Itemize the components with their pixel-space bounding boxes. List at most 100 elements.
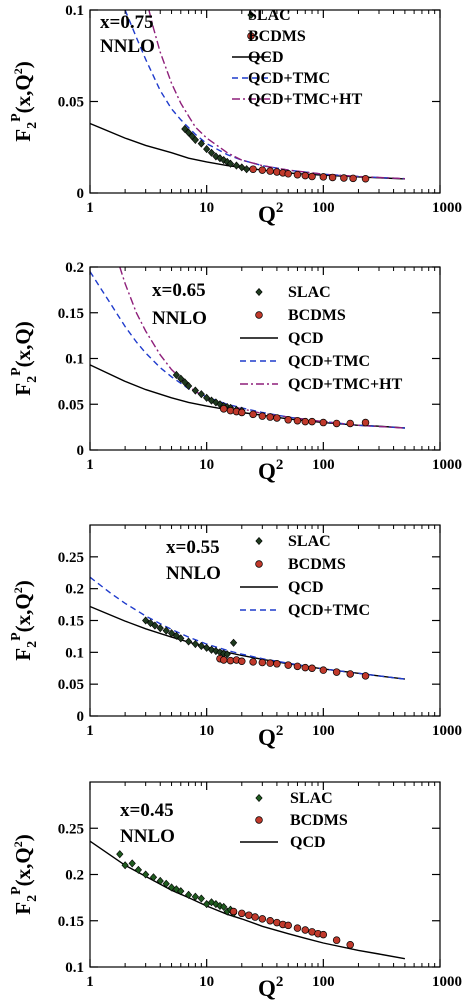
data-point-slac [121,861,129,870]
data-point-bcdms [361,672,370,680]
data-point-bcdms [301,417,310,426]
data-point-bcdms [308,172,316,181]
x-axis-label: Q2 [258,457,283,484]
data-point-bcdms [293,662,302,671]
y-tick-label: 0.15 [58,306,84,322]
data-point-slac [142,616,150,625]
data-point-bcdms [249,410,257,419]
data-point-bcdms [245,911,253,919]
y-axis-label: F2P(x,Q2) [9,580,40,660]
order-annotation: NNLO [120,826,175,847]
data-point-bcdms [258,915,267,923]
x-value-annotation: x=0.75 [100,12,154,33]
data-point-bcdms [346,941,354,949]
series-line-qcd [90,840,406,960]
y-tick-label: 0.1 [65,960,84,976]
data-point-bcdms [346,419,354,428]
x-tick-label: 1 [86,200,94,216]
y-tick-label: 0.05 [58,677,84,693]
legend-label: QCD [288,579,324,596]
data-point-slac [212,398,220,407]
legend-label: SLAC [248,7,291,24]
y-tick-label: 0 [77,709,85,725]
data-point-slac [167,629,176,638]
data-point-bcdms [301,663,310,672]
data-point-bcdms [319,418,328,427]
data-point-bcdms [319,930,328,939]
data-point-bcdms [258,412,267,420]
data-point-bcdms [273,414,281,422]
x-tick-label: 1000 [432,200,462,216]
data-point-bcdms [238,408,246,417]
data-point-bcdms [308,664,316,672]
data-point-bcdms [266,413,274,421]
legend-label: QCD [248,49,284,66]
legend-marker [255,793,263,803]
data-point-bcdms [229,907,238,916]
data-point-slac [134,865,143,874]
legend-label: BCDMS [288,307,346,324]
data-point-slac [203,393,211,402]
y-tick-label: 0.1 [65,352,84,368]
series-line-qcd-tmc [124,10,405,180]
y-tick-label: 0.05 [58,95,84,111]
data-point-slac [223,650,231,659]
y-tick-label: 0.15 [58,614,84,630]
x-value-annotation: x=0.65 [152,280,206,301]
y-tick-label: 0 [77,443,85,459]
x-tick-label: 1 [86,974,94,990]
data-point-slac [172,885,180,894]
y-tick-label: 0 [77,186,85,202]
data-point-bcdms [238,909,246,918]
x-tick-label: 100 [312,457,335,473]
y-axis-label: F2P(x,Q) [9,321,40,395]
data-point-bcdms [238,657,246,665]
data-point-slac [184,890,193,899]
data-point-bcdms [293,924,302,932]
data-point-slac [212,152,220,161]
data-point-bcdms [284,416,292,424]
y-tick-label: 0.2 [65,260,84,276]
legend-label: BCDMS [288,556,346,573]
data-point-bcdms [258,658,267,667]
x-tick-label: 1000 [432,723,462,739]
x-tick-label: 1 [86,457,94,473]
data-point-slac [162,626,170,635]
data-point-slac [128,859,136,868]
chart-panel-1: 1 10 100 1000 0 0.05 0.1 F2P(x,Q2) Q2 x=0.75 NNLO S… [9,3,462,227]
data-point-slac [197,641,205,651]
data-point-slac [203,643,211,652]
data-point-bcdms [293,416,302,425]
legend-label: QCD [288,330,324,347]
data-point-slac [212,647,220,656]
data-point-slac [162,879,170,888]
data-point-slac [184,637,193,646]
order-annotation: NNLO [100,36,155,57]
legend-marker [247,32,255,40]
legend-marker [255,536,263,546]
legend-label: QCD+TMC [288,353,370,370]
x-tick-label: 1000 [432,974,462,990]
data-point-bcdms [251,913,259,921]
legend-label: QCD+TMC [288,602,370,619]
data-point-bcdms [266,659,274,667]
order-annotation: NNLO [166,563,221,584]
data-point-bcdms [266,167,274,175]
data-point-bcdms [219,405,228,413]
y-tick-label: 0.25 [58,821,84,837]
data-point-slac [177,374,185,383]
data-point-slac [212,900,220,909]
data-point-bcdms [249,165,257,173]
series-line-qcd [90,605,405,680]
data-point-slac [177,887,185,896]
chart-panel-2: 1 10 100 1000 0 0.05 0.1 0.15 0.2 F2P(x,Q) Q2 x=0.6… [9,260,462,484]
legend-marker [247,10,255,20]
data-point-bcdms [346,670,354,678]
data-point-slac [203,145,211,154]
x-tick-label: 10 [199,723,214,739]
data-point-slac [232,161,241,170]
data-point-bcdms [319,173,328,181]
data-point-slac [229,638,238,647]
data-point-slac [172,370,180,380]
